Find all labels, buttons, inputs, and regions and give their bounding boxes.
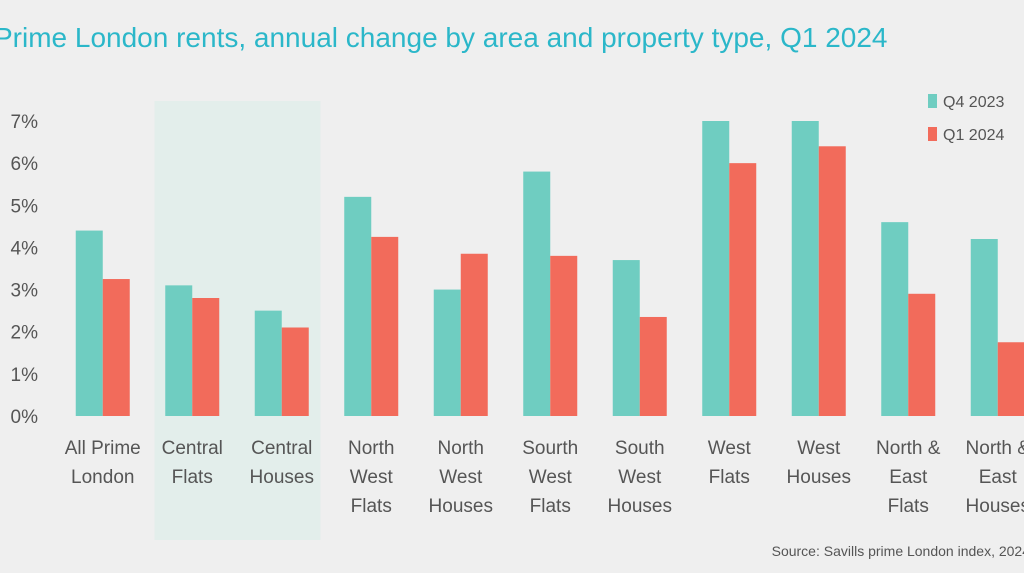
y-tick-label: 0%: [11, 407, 39, 428]
category-label: All Prime London: [65, 438, 141, 488]
bar-q1-2024: [550, 255, 578, 416]
bar-q1-2024: [997, 342, 1024, 416]
source-note: Source: Savills prime London index, 2024: [772, 543, 1024, 559]
bar-q1-2024: [908, 293, 936, 416]
category-label: North & East Flats: [876, 438, 941, 517]
bar-q1-2024: [639, 316, 667, 416]
category-label: West Houses: [787, 438, 851, 488]
bar-q4-2023: [612, 260, 640, 416]
bar-q1-2024: [818, 146, 846, 417]
category-label: Central Flats: [162, 438, 223, 488]
y-tick-label: 1%: [11, 365, 39, 386]
y-tick-label: 5%: [11, 196, 39, 217]
legend-label: Q4 2023: [943, 94, 1004, 111]
bar-q4-2023: [254, 310, 282, 416]
bar-q1-2024: [192, 298, 220, 416]
bar-q4-2023: [344, 196, 372, 416]
bar-q1-2024: [460, 253, 488, 416]
bar-q1-2024: [281, 327, 309, 416]
bar-q4-2023: [881, 222, 909, 416]
category-label: North West Flats: [348, 438, 394, 517]
y-tick-label: 2%: [11, 323, 39, 344]
bar-q4-2023: [702, 121, 730, 416]
bar-q4-2023: [433, 289, 461, 416]
y-tick-label: 3%: [11, 281, 39, 302]
category-label: Central Houses: [250, 438, 314, 488]
bar-q4-2023: [165, 285, 193, 416]
legend-label: Q1 2024: [943, 127, 1004, 144]
category-label: West Flats: [708, 438, 752, 488]
y-tick-label: 7%: [11, 112, 39, 133]
bar-q1-2024: [371, 236, 399, 416]
bar-q4-2023: [75, 230, 103, 416]
legend-swatch: [928, 94, 937, 108]
category-label: North West Houses: [429, 438, 493, 517]
bar-q4-2023: [523, 171, 551, 416]
y-tick-label: 4%: [11, 238, 39, 259]
legend: Q4 2023 Q1 2024: [928, 94, 1004, 144]
bar-q4-2023: [970, 239, 998, 416]
bar-q1-2024: [729, 163, 757, 416]
y-tick-label: 6%: [11, 154, 39, 175]
category-label: North & East Houses: [966, 438, 1024, 517]
chart-title: Prime London rents, annual change by are…: [0, 22, 888, 53]
category-label: South West Houses: [608, 438, 672, 517]
bar-q4-2023: [791, 121, 819, 416]
legend-swatch: [928, 127, 937, 141]
category-label: Sourth West Flats: [522, 438, 578, 517]
bar-q1-2024: [102, 279, 130, 416]
